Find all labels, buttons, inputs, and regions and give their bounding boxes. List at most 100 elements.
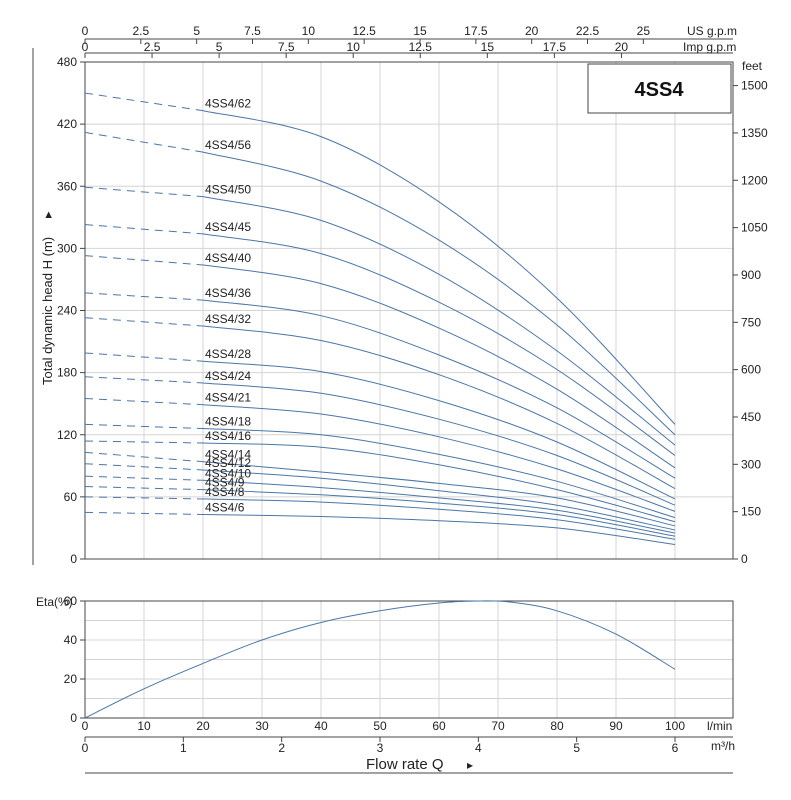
series-curve — [202, 151, 676, 436]
lmin-tick-label: 80 — [550, 719, 564, 733]
series-curve — [202, 233, 676, 456]
y-ticks-right-feet: 0 150 300 450 600 750 900 1050 1200 1350 1500 — [733, 79, 768, 566]
x-ticks-top-imp: 0 2.5 5 7.5 10 12.5 15 17.5 20 — [82, 40, 628, 58]
series-label: 4SS4/9 — [205, 476, 245, 490]
series-curve — [202, 264, 676, 469]
feet-tick-label: 600 — [741, 363, 761, 377]
series-curve — [202, 360, 676, 500]
feet-tick-label: 1350 — [741, 126, 768, 140]
us-gpm-label: 17.5 — [464, 24, 488, 38]
series-curve — [202, 110, 676, 425]
imp-gpm-label: 10 — [347, 40, 361, 54]
series-label: 4SS4/40 — [205, 251, 251, 265]
imp-gpm-label: 5 — [216, 40, 223, 54]
feet-tick-label: 1500 — [741, 79, 768, 93]
m3h-unit: m³/h — [711, 739, 735, 753]
imp-gpm-label: 7.5 — [278, 40, 295, 54]
us-gpm-unit: US g.p.m — [687, 24, 737, 38]
lmin-tick-label: 10 — [137, 719, 151, 733]
series-dashed-segment — [84, 451, 204, 463]
model-badge-box — [587, 63, 732, 114]
y-axis-arrow: ▸ — [40, 211, 55, 218]
series-label: 4SS4/21 — [205, 391, 251, 405]
m3h-ticks: 0 1 2 3 4 5 6 — [82, 737, 679, 755]
series-label: 4SS4/62 — [205, 97, 251, 111]
series-curve — [202, 514, 676, 545]
y-tick-label: 480 — [57, 55, 77, 69]
imp-gpm-label: 0 — [82, 40, 89, 54]
y-tick-label: 180 — [57, 366, 77, 380]
feet-tick-label: 900 — [741, 268, 761, 282]
head-grid — [84, 61, 733, 560]
series-curve — [202, 325, 676, 490]
series-curve — [202, 428, 676, 519]
series-dashed-segment — [84, 398, 204, 406]
us-gpm-label: 10 — [302, 24, 316, 38]
eta-plot-frame — [84, 600, 734, 719]
us-gpm-label: 25 — [637, 24, 651, 38]
feet-tick-label: 1050 — [741, 221, 768, 235]
series-curve — [202, 299, 676, 479]
series-curve — [202, 479, 676, 534]
series-curve — [202, 196, 676, 446]
y-tick-label: 300 — [57, 241, 77, 255]
us-gpm-label: 15 — [413, 24, 427, 38]
series-dashed-segment — [84, 317, 204, 327]
series-curve — [202, 461, 676, 527]
series-label: 4SS4/28 — [205, 347, 251, 361]
series-label: 4SS4/32 — [205, 312, 251, 326]
imp-gpm-unit: Imp g.p.m — [683, 40, 736, 54]
m3h-tick-label: 2 — [278, 741, 285, 755]
series-curve — [202, 469, 676, 531]
series-dashed-segment — [84, 352, 204, 362]
y-ticks-left: 0 60 120 180 240 300 360 420 480 — [57, 55, 85, 566]
y-axis-label: Total dynamic head H (m) — [40, 237, 55, 385]
us-gpm-label: 2.5 — [132, 24, 149, 38]
feet-tick-label: 750 — [741, 315, 761, 329]
model-badge-title: 4SS4 — [635, 79, 685, 101]
lmin-tick-label: 20 — [196, 719, 210, 733]
imp-gpm-label: 17.5 — [543, 40, 567, 54]
imp-gpm-label: 15 — [481, 40, 495, 54]
series-label: 4SS4/24 — [205, 369, 251, 383]
feet-tick-label: 0 — [741, 552, 748, 566]
feet-unit: feet — [742, 59, 763, 73]
series-dashed-segment — [84, 511, 204, 515]
series-curve — [202, 442, 676, 523]
series-dashed-segment — [84, 496, 204, 500]
series-label: 4SS4/12 — [205, 456, 251, 470]
series-label: 4SS4/14 — [205, 448, 251, 462]
imp-gpm-label: 12.5 — [409, 40, 433, 54]
us-gpm-label: 20 — [525, 24, 539, 38]
y-tick-label: 240 — [57, 304, 77, 318]
series-label: 4SS4/16 — [205, 429, 251, 443]
feet-tick-label: 150 — [741, 505, 761, 519]
series-dashed-segment — [84, 255, 204, 266]
y-tick-label: 360 — [57, 179, 77, 193]
series-dashed-segment — [84, 463, 204, 471]
m3h-tick-label: 6 — [672, 741, 679, 755]
y-tick-label: 120 — [57, 428, 77, 442]
m3h-tick-label: 5 — [573, 741, 580, 755]
series-label: 4SS4/50 — [205, 183, 251, 197]
series-dashed-segment — [84, 92, 204, 112]
y-tick-label: 420 — [57, 117, 77, 131]
series-label: 4SS4/6 — [205, 500, 245, 514]
x-axis-label: Flow rate Q — [366, 756, 444, 773]
us-gpm-label: 22.5 — [576, 24, 600, 38]
series-curve — [202, 404, 676, 512]
series-dashed-segment — [84, 475, 204, 481]
x-ticks-top-us: 0 2.5 5 7.5 10 12.5 15 17.5 20 22.5 25 — [82, 24, 651, 44]
lmin-tick-label: 30 — [255, 719, 269, 733]
eta-y-label: Eta(%) — [36, 595, 73, 609]
us-gpm-label: 5 — [193, 24, 200, 38]
series-curve — [202, 498, 676, 540]
series-label: 4SS4/18 — [205, 415, 251, 429]
lmin-unit: l/min — [707, 719, 732, 733]
eta-y-ticks: 0 20 40 60 — [64, 594, 85, 725]
lmin-tick-label: 0 — [82, 719, 89, 733]
m3h-tick-label: 1 — [180, 741, 187, 755]
series-dashed-segment — [84, 186, 204, 198]
eta-x-ticks: 0 10 20 30 40 50 60 70 80 90 100 — [82, 719, 686, 733]
